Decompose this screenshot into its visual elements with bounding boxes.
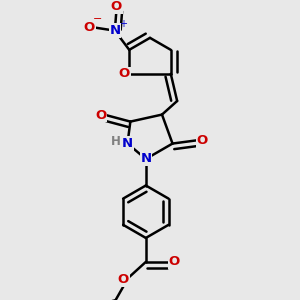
Text: O: O — [84, 21, 95, 34]
Text: N: N — [140, 152, 152, 166]
Text: +: + — [119, 19, 127, 28]
Text: O: O — [118, 273, 129, 286]
Text: O: O — [196, 134, 208, 147]
Text: O: O — [168, 255, 180, 268]
Text: O: O — [95, 109, 106, 122]
Text: N: N — [122, 137, 133, 150]
Text: H: H — [110, 136, 120, 148]
Text: N: N — [109, 24, 120, 37]
Text: −: − — [93, 14, 103, 25]
Text: O: O — [111, 0, 122, 13]
Text: O: O — [119, 67, 130, 80]
